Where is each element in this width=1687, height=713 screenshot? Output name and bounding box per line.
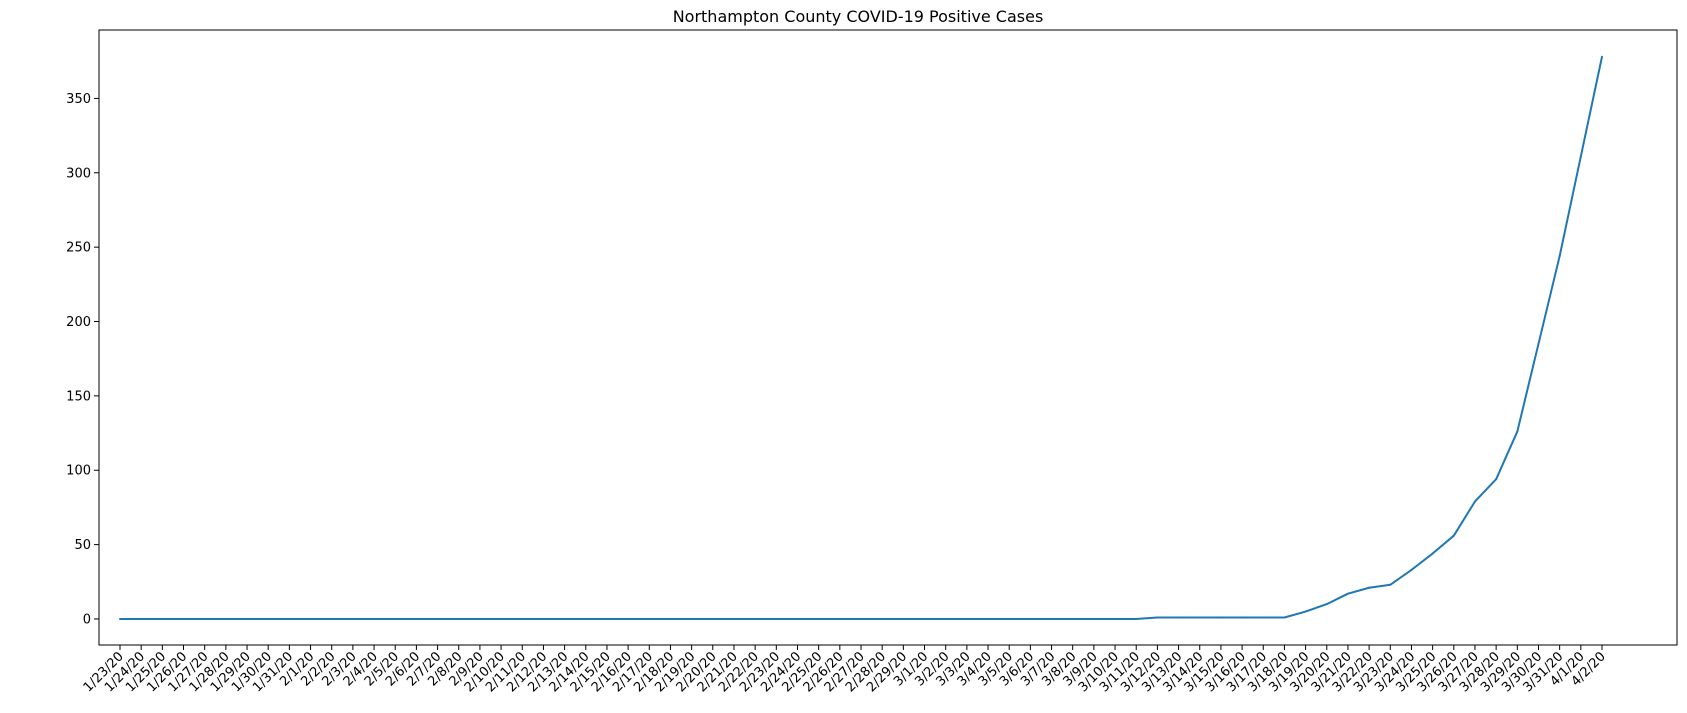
data-point xyxy=(1304,610,1307,613)
data-point xyxy=(1473,500,1476,503)
data-point xyxy=(1029,617,1032,620)
data-point xyxy=(1495,478,1498,481)
data-point xyxy=(1135,617,1138,620)
data-point xyxy=(267,617,270,620)
data-point xyxy=(732,617,735,620)
data-point xyxy=(1410,568,1413,571)
data-point xyxy=(754,617,757,620)
data-point xyxy=(288,617,291,620)
data-point xyxy=(394,617,397,620)
data-point xyxy=(1092,617,1095,620)
data-point xyxy=(1579,155,1582,158)
data-point xyxy=(690,617,693,620)
data-point xyxy=(1219,616,1222,619)
data-point xyxy=(182,617,185,620)
data-point xyxy=(1198,616,1201,619)
data-point xyxy=(1262,616,1265,619)
y-tick-label: 100 xyxy=(66,464,91,479)
data-point xyxy=(161,617,164,620)
y-tick-label: 0 xyxy=(83,612,91,627)
data-point xyxy=(224,617,227,620)
data-point xyxy=(1156,616,1159,619)
data-point xyxy=(838,617,841,620)
series-line xyxy=(120,56,1603,620)
data-point xyxy=(500,617,503,620)
data-point xyxy=(923,617,926,620)
data-point xyxy=(669,617,672,620)
data-point xyxy=(119,617,121,620)
data-point xyxy=(860,617,862,620)
data-point xyxy=(584,617,587,620)
y-tick-label: 300 xyxy=(66,166,91,181)
data-point xyxy=(1114,617,1117,620)
data-point xyxy=(1325,603,1328,606)
data-point xyxy=(1050,617,1053,620)
y-tick-label: 250 xyxy=(66,241,91,256)
data-point xyxy=(203,617,206,620)
data-point xyxy=(775,617,778,620)
data-point xyxy=(1516,430,1519,433)
data-point xyxy=(457,617,460,620)
data-point xyxy=(1283,616,1286,619)
data-point xyxy=(542,617,545,620)
data-point xyxy=(965,617,968,620)
x-axis: 1/23/201/24/201/25/201/26/201/27/201/28/… xyxy=(81,645,1609,695)
data-point xyxy=(330,617,333,620)
y-tick-label: 200 xyxy=(66,315,91,330)
data-point xyxy=(140,617,143,620)
data-point xyxy=(1368,586,1371,589)
data-point xyxy=(351,617,354,620)
y-tick-label: 350 xyxy=(66,92,91,107)
data-point xyxy=(1389,583,1392,586)
data-point xyxy=(944,617,947,620)
data-point xyxy=(627,617,630,620)
data-point xyxy=(1537,342,1540,345)
data-point xyxy=(711,617,714,620)
series-layer xyxy=(119,55,1603,620)
data-point xyxy=(605,617,608,620)
y-tick-label: 50 xyxy=(74,538,91,553)
data-point xyxy=(881,617,884,620)
data-point xyxy=(373,617,376,620)
data-point xyxy=(478,617,481,620)
data-point xyxy=(436,617,439,620)
data-point xyxy=(1241,616,1244,619)
data-point xyxy=(1431,552,1434,555)
data-point xyxy=(1177,616,1180,619)
data-point xyxy=(902,617,905,620)
data-point xyxy=(648,617,651,620)
data-point xyxy=(1008,617,1011,620)
data-point xyxy=(521,617,524,620)
plot-area-frame xyxy=(98,29,1678,646)
data-point xyxy=(987,617,990,620)
data-point xyxy=(1601,55,1603,58)
data-point xyxy=(415,617,418,620)
y-axis: 0 50 100 150 200 250 300 350 xyxy=(66,92,99,627)
data-point xyxy=(246,617,249,620)
data-point xyxy=(563,617,566,620)
y-tick-label: 150 xyxy=(66,389,91,404)
data-point xyxy=(1558,255,1561,258)
data-point xyxy=(309,617,312,620)
data-point xyxy=(796,617,799,620)
data-point xyxy=(1346,592,1349,595)
data-point xyxy=(817,617,820,620)
data-point xyxy=(1071,617,1074,620)
data-point xyxy=(1452,534,1455,537)
chart-title: Northampton County COVID-19 Positive Cas… xyxy=(673,7,1044,26)
